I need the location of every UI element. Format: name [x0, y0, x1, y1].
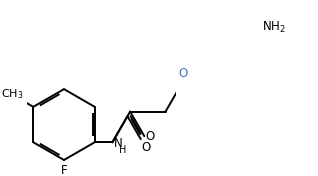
Text: NH$_2$: NH$_2$ — [261, 20, 285, 35]
Text: O: O — [179, 67, 188, 80]
Text: H: H — [119, 145, 126, 155]
Text: O: O — [145, 130, 155, 143]
Text: N: N — [114, 137, 123, 150]
Text: O: O — [142, 141, 151, 154]
Text: CH$_3$: CH$_3$ — [1, 87, 23, 101]
Text: F: F — [61, 164, 67, 176]
